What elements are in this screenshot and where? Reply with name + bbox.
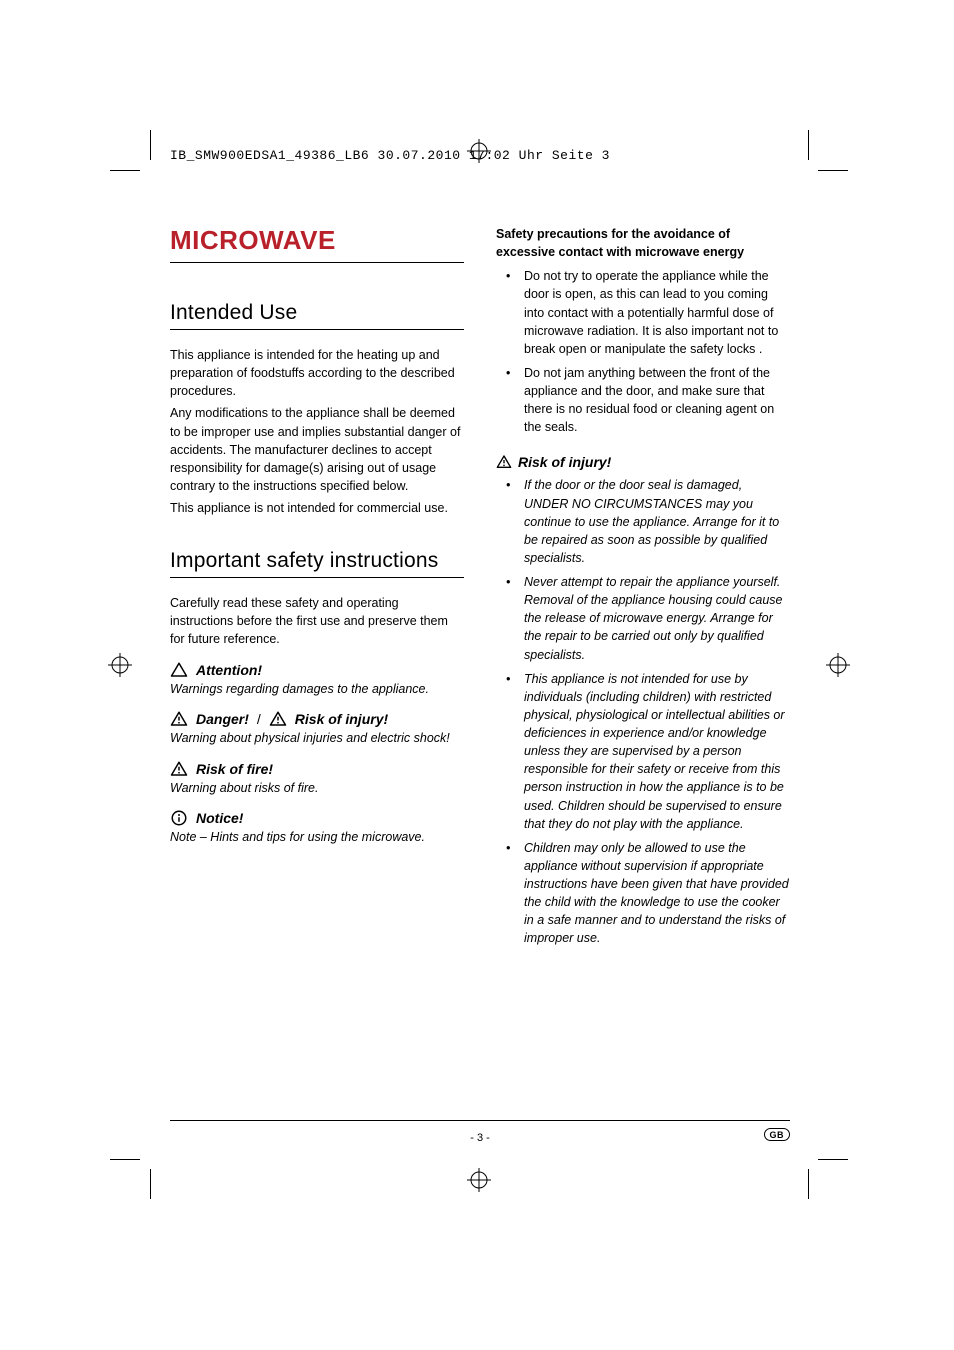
info-icon (170, 809, 188, 827)
doc-title: MICROWAVE (170, 225, 464, 263)
crop-mark (818, 1159, 848, 1160)
warning-desc: Warning about physical injuries and elec… (170, 730, 464, 748)
triangle-danger-icon (170, 710, 188, 728)
crop-mark (110, 170, 140, 171)
warning-desc: Warnings regarding damages to the applia… (170, 681, 464, 699)
list-item: Never attempt to repair the appliance yo… (496, 573, 790, 664)
triangle-fire-icon (170, 760, 188, 778)
paragraph: This appliance is not intended for comme… (170, 499, 464, 517)
paragraph: This appliance is intended for the heati… (170, 346, 464, 400)
warning-desc: Note – Hints and tips for using the micr… (170, 829, 464, 847)
print-header: IB_SMW900EDSA1_49386_LB6 30.07.2010 17:0… (170, 148, 610, 163)
warning-label: Danger! (196, 711, 249, 727)
crop-mark (818, 170, 848, 171)
warning-fire: Risk of fire! (170, 760, 464, 778)
warning-desc: Warning about risks of fire. (170, 780, 464, 798)
warning-label: Risk of fire! (196, 761, 273, 777)
language-badge: GB (764, 1128, 791, 1141)
warning-label: Attention! (196, 662, 262, 678)
triangle-warning-icon (496, 454, 512, 470)
crop-mark (110, 1159, 140, 1160)
warning-notice: Notice! (170, 809, 464, 827)
list-item: This appliance is not intended for use b… (496, 670, 790, 833)
section-safety: Important safety instructions (170, 549, 464, 578)
warning-label: Risk of injury! (518, 454, 611, 470)
crop-mark (808, 130, 809, 160)
warning-label: Notice! (196, 810, 243, 826)
separator: / (257, 711, 261, 727)
crop-mark (150, 1169, 151, 1199)
crop-mark (150, 130, 151, 160)
list-item: Do not try to operate the appliance whil… (496, 267, 790, 358)
bullet-list: If the door or the door seal is damaged,… (496, 476, 790, 947)
subheading-risk-injury: Risk of injury! (496, 454, 790, 470)
bullet-list: Do not try to operate the appliance whil… (496, 267, 790, 436)
page-number: - 3 - (170, 1132, 790, 1144)
section-intended-use: Intended Use (170, 301, 464, 330)
list-item: If the door or the door seal is damaged,… (496, 476, 790, 567)
list-item: Children may only be allowed to use the … (496, 839, 790, 948)
paragraph: Any modifications to the appliance shall… (170, 404, 464, 495)
triangle-warning-icon (170, 661, 188, 679)
warning-label: Risk of injury! (295, 711, 388, 727)
subheading-precautions: Safety precautions for the avoidance of … (496, 225, 790, 261)
paragraph: Carefully read these safety and operatin… (170, 594, 464, 648)
crop-mark (808, 1169, 809, 1199)
list-item: Do not jam anything between the front of… (496, 364, 790, 437)
warning-attention: Attention! (170, 661, 464, 679)
registration-mark-icon (108, 653, 132, 677)
footer-rule (170, 1120, 790, 1121)
warning-danger: Danger! / Risk of injury! (170, 710, 464, 728)
registration-mark-icon (467, 1168, 491, 1192)
registration-mark-icon (826, 653, 850, 677)
triangle-danger-icon (269, 710, 287, 728)
